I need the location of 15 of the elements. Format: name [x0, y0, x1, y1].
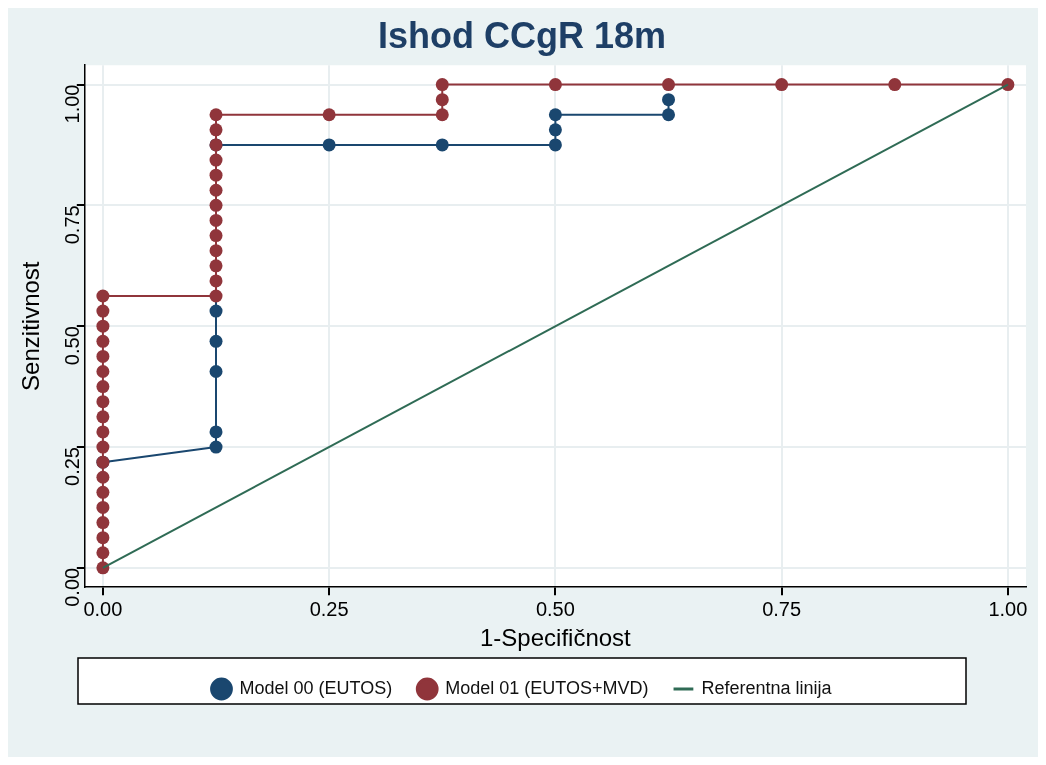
y-axis-title: Senzitivnost [17, 261, 45, 391]
y-tick-label: 0.50 [61, 326, 84, 366]
legend-label: Model 00 (EUTOS) [239, 677, 393, 698]
chart-title: Ishod CCgR 18m [377, 14, 667, 56]
x-tick-label: 0.00 [83, 597, 123, 620]
x-tick-label: 0.25 [309, 597, 349, 620]
legend-label: Referentna linija [701, 677, 833, 698]
x-axis-title: 1-Specifičnost [480, 624, 632, 652]
x-tick-label: 0.75 [762, 597, 802, 620]
x-tick-label: 1.00 [988, 597, 1028, 620]
y-tick-label: 0.75 [61, 205, 84, 245]
y-tick-label: 1.00 [61, 84, 84, 124]
legend-label: Model 01 (EUTOS+MVD) [445, 677, 649, 698]
y-tick-label: 0.25 [61, 447, 84, 486]
x-tick-label: 0.50 [535, 597, 575, 620]
